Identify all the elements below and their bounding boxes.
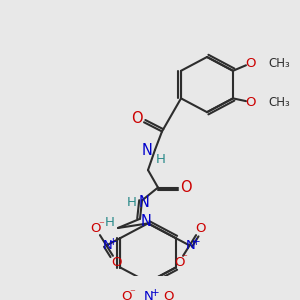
- Text: O: O: [122, 290, 132, 300]
- Text: H: H: [105, 216, 115, 229]
- Text: O: O: [174, 256, 184, 269]
- Text: ⁻: ⁻: [181, 254, 187, 263]
- Text: O: O: [180, 180, 192, 195]
- Text: ⁻: ⁻: [98, 220, 104, 230]
- Text: N: N: [141, 214, 152, 229]
- Text: N: N: [142, 143, 152, 158]
- Text: O: O: [112, 256, 122, 269]
- Text: N: N: [144, 290, 154, 300]
- Text: +: +: [151, 288, 159, 298]
- Text: O: O: [195, 222, 205, 235]
- Text: O: O: [164, 290, 174, 300]
- Text: N: N: [139, 195, 149, 210]
- Text: CH₃: CH₃: [268, 57, 290, 70]
- Text: H: H: [127, 196, 137, 209]
- Text: N: N: [186, 239, 195, 252]
- Text: O: O: [246, 97, 256, 110]
- Text: O: O: [131, 111, 143, 126]
- Text: +: +: [192, 237, 201, 247]
- Text: H: H: [156, 152, 166, 166]
- Text: ⁻: ⁻: [129, 288, 135, 298]
- Text: CH₃: CH₃: [268, 97, 290, 110]
- Text: O: O: [91, 222, 101, 235]
- Text: O: O: [246, 57, 256, 70]
- Text: N: N: [103, 239, 112, 252]
- Text: +: +: [109, 237, 118, 247]
